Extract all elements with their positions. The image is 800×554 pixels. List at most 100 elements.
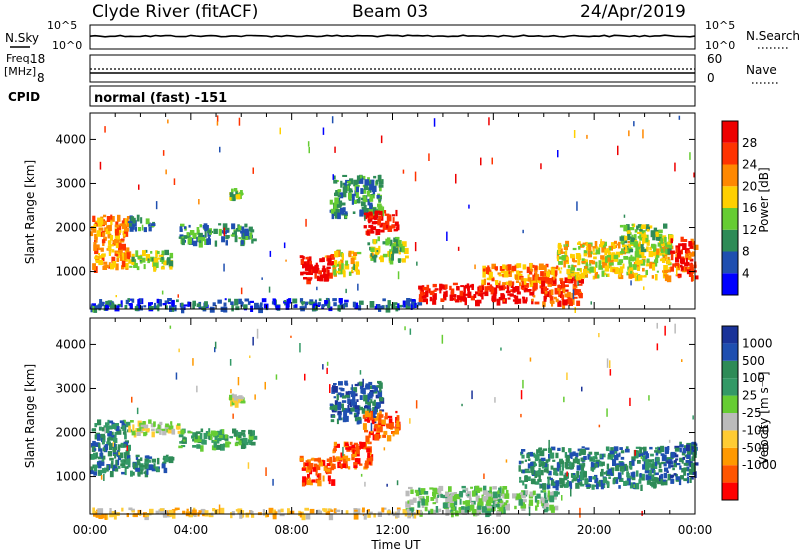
echo-cell [161,290,164,295]
echo-cell [573,289,577,296]
echo-cell [519,492,522,500]
colorbar-tick-label: -500 [742,441,769,455]
echo-cell [138,184,140,190]
echo-cell [559,470,564,476]
echo-cell [553,296,557,300]
echo-cell [564,289,569,292]
echo-cell [606,463,610,470]
echo-cell [680,249,683,255]
echo-cell [633,257,637,261]
echo-cell [522,469,525,474]
echo-region [299,254,335,285]
echo-cell [465,500,470,507]
echo-cell [535,470,538,477]
echo-cell [187,431,193,434]
echo-cell [231,511,235,516]
echo-cell [505,489,509,497]
echo-cell [673,452,677,456]
echo-cell [231,188,234,193]
echo-cell [670,238,673,244]
echo-cell [543,295,547,302]
echo-cell [648,225,653,229]
echo-cell [568,277,574,284]
echo-cell [188,512,193,518]
echo-cell [387,415,393,419]
echo-cell [339,207,344,215]
echo-cell [339,463,344,467]
echo-cell [643,451,648,455]
echo-cell [576,300,581,306]
echo-cell [110,462,114,469]
echo-cell [307,473,310,479]
echo-cell [234,235,238,243]
echo-cell [691,466,696,473]
echo-cell [572,474,576,479]
freq-unit: [MHz] [4,65,36,78]
echo-cell [361,175,366,180]
echo-cell [533,295,536,298]
echo-cell [371,254,377,259]
echo-region [228,393,246,408]
echo-cell [104,227,107,232]
echo-cell [114,233,120,239]
echo-cell [475,300,480,307]
echo-cell [333,202,339,209]
echo-cell [394,221,399,226]
echo-cell [332,385,336,388]
echo-cell [515,274,519,280]
echo-cell [131,256,135,262]
echo-cell [617,472,622,480]
echo-cell [638,479,642,484]
y-tick-label: 4000 [55,132,86,146]
echo-cell [344,394,350,398]
echo-cell [319,258,324,263]
echo-cell [530,451,533,456]
echo-cell [640,484,643,491]
echo-cell [518,465,521,472]
echo-cell [108,262,111,268]
echo-cell [557,244,562,249]
echo-cell [353,462,358,466]
echo-cell [463,285,466,293]
echo-cell [559,277,564,281]
echo-cell [253,435,258,440]
echo-cell [606,447,610,452]
echo-cell [364,215,366,221]
echo-cell [299,512,302,518]
echo-cell [681,266,684,271]
echo-cell [166,510,170,516]
echo-cell [121,265,125,270]
echo-cell [371,185,377,192]
echo-cell [449,500,455,503]
echo-cell [103,237,107,241]
echo-cell [123,443,127,448]
echo-cell [162,461,167,464]
echo-cell [649,261,653,269]
echo-cell [550,289,554,296]
echo-cell [675,257,679,261]
echo-cell [502,493,506,499]
echo-cell [287,508,290,515]
echo-cell [98,442,101,449]
echo-cell [693,172,695,178]
echo-cell [538,276,543,281]
echo-cell [97,419,101,426]
echo-cell [113,513,117,520]
echo-cell [634,455,638,459]
echo-cell [313,463,318,471]
echo-cell [322,460,326,466]
echo-cell [240,400,246,404]
echo-cell [91,226,94,231]
echo-cell [304,302,307,309]
scatter-echoes [92,115,695,313]
echo-cell [668,234,674,242]
echo-cell [528,499,534,506]
colorbar-swatch [722,186,738,208]
echo-cell [192,509,197,516]
echo-cell [102,455,106,460]
echo-cell [536,493,541,499]
echo-region [556,240,674,283]
echo-cell [402,300,408,308]
echo-cell [375,387,378,391]
